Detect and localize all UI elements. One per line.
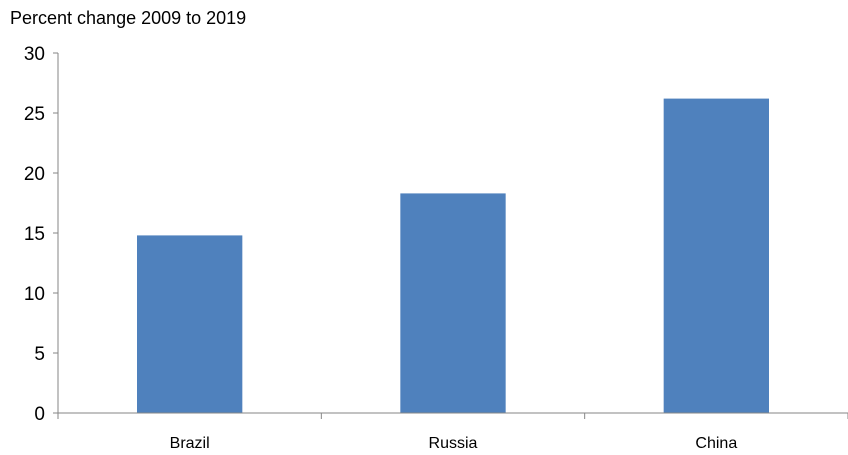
bars-group [137, 98, 769, 413]
x-tick-label: China [695, 435, 737, 452]
bar-brazil [137, 235, 243, 413]
bar-china [663, 98, 769, 413]
chart-title: Percent change 2009 to 2019 [10, 8, 246, 28]
x-tick-label: Brazil [170, 435, 210, 452]
bar-russia [400, 193, 506, 413]
x-tick-label: Russia [429, 435, 478, 452]
y-tick-label: 20 [24, 164, 45, 185]
y-tick-label: 30 [24, 44, 45, 65]
y-tick-label: 0 [34, 404, 45, 425]
x-axis-ticks: Brazil Russia China [57, 413, 848, 452]
y-tick-label: 25 [24, 104, 45, 125]
y-axis-ticks: 0 5 10 15 20 25 30 [24, 44, 58, 425]
y-tick-label: 10 [24, 284, 45, 305]
y-tick-label: 5 [34, 344, 45, 365]
y-tick-label: 15 [24, 224, 45, 245]
